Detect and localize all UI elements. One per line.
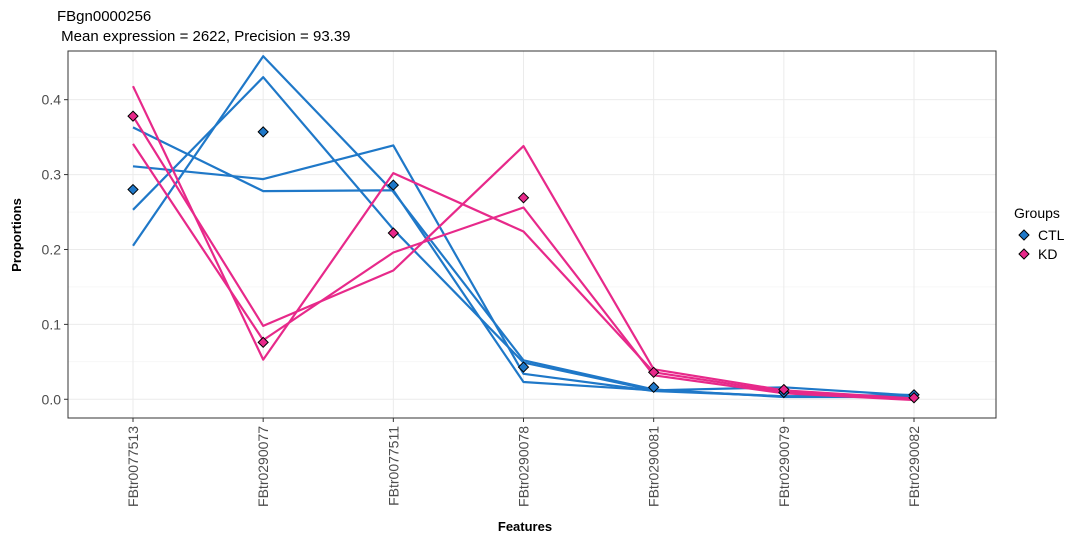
legend-key-ctl: [1018, 229, 1030, 241]
x-tick-label: FBtr0290082: [906, 426, 922, 507]
data-point-kd: [778, 383, 790, 396]
legend: Groups CTL KD: [1014, 205, 1065, 262]
data-point-kd: [647, 366, 660, 379]
y-tick-label: 0.0: [42, 391, 62, 407]
y-tick-label: 0.4: [42, 92, 62, 108]
x-tick-label: FBtr0077511: [385, 426, 401, 506]
grid: [68, 51, 996, 418]
x-tick-label: FBtr0290078: [516, 426, 532, 507]
data-point-ctl: [257, 126, 269, 138]
legend-label-kd: KD: [1038, 246, 1057, 262]
plot-panel-border: [67, 50, 997, 419]
chart-title: FBgn0000256: [57, 8, 151, 25]
data-point-ctl: [647, 381, 660, 393]
y-axis: 0.0 0.1 0.2 0.3 0.4: [42, 92, 68, 407]
chart-subtitle: Mean expression = 2622, Precision = 93.3…: [57, 28, 351, 45]
x-tick-label: FBtr0290079: [776, 426, 792, 507]
y-tick-label: 0.2: [42, 241, 62, 257]
series-points: [127, 110, 920, 404]
data-point-kd: [127, 110, 139, 122]
x-axis-title: Features: [498, 519, 552, 534]
data-point-kd: [908, 392, 920, 404]
legend-key-kd: [1018, 248, 1030, 260]
x-tick-label: FBtr0077513: [125, 426, 141, 507]
data-point-ctl: [387, 179, 400, 191]
data-point-kd: [257, 336, 269, 349]
data-point-kd: [387, 227, 400, 239]
x-axis: FBtr0077513 FBtr0290077 FBtr0077511 FBtr029…: [125, 418, 922, 507]
data-point-kd: [517, 192, 530, 204]
y-tick-label: 0.1: [42, 316, 62, 332]
y-tick-label: 0.3: [42, 167, 62, 183]
legend-label-ctl: CTL: [1038, 227, 1065, 243]
x-tick-label: FBtr0290081: [646, 426, 662, 507]
x-tick-label: FBtr0290077: [255, 426, 271, 507]
legend-title: Groups: [1014, 205, 1060, 221]
data-point-ctl: [127, 183, 139, 196]
data-point-ctl: [517, 361, 530, 373]
y-axis-title: Proportions: [9, 198, 24, 272]
